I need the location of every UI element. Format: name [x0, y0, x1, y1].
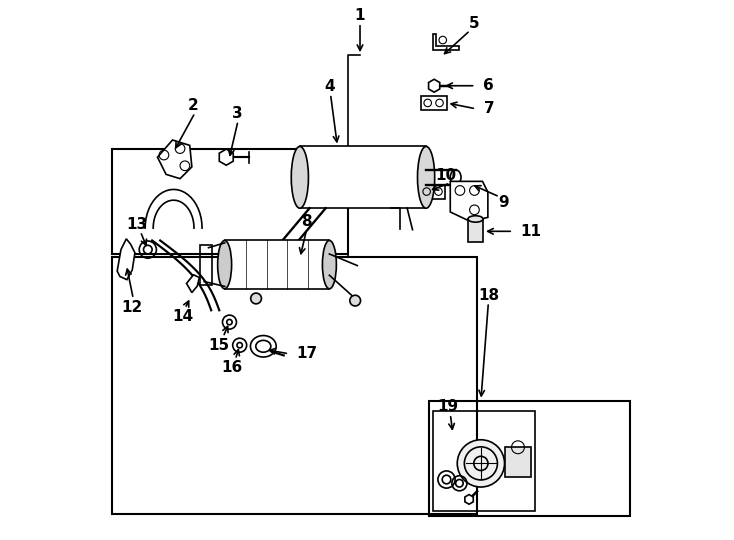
- Ellipse shape: [457, 440, 504, 487]
- Bar: [112, 149, 348, 254]
- Text: 1: 1: [355, 8, 366, 23]
- Polygon shape: [117, 239, 135, 280]
- Text: 7: 7: [484, 102, 494, 116]
- Polygon shape: [450, 181, 488, 221]
- Polygon shape: [429, 79, 440, 92]
- Bar: [432, 411, 534, 511]
- Polygon shape: [433, 33, 459, 50]
- Polygon shape: [225, 240, 330, 289]
- Bar: [468, 219, 483, 241]
- Text: 17: 17: [296, 346, 317, 361]
- Text: 13: 13: [126, 217, 148, 232]
- Ellipse shape: [418, 146, 435, 208]
- Bar: [421, 96, 446, 110]
- Text: 10: 10: [435, 168, 457, 184]
- Ellipse shape: [350, 295, 360, 306]
- Ellipse shape: [468, 216, 483, 222]
- Text: 18: 18: [478, 288, 499, 303]
- Polygon shape: [465, 495, 473, 504]
- Text: 12: 12: [122, 300, 143, 315]
- Ellipse shape: [322, 240, 336, 289]
- Text: 8: 8: [302, 214, 312, 228]
- Bar: [504, 447, 531, 477]
- Bar: [200, 245, 211, 285]
- Text: 14: 14: [172, 309, 194, 324]
- Text: 2: 2: [188, 98, 199, 113]
- Polygon shape: [186, 275, 200, 293]
- Text: 5: 5: [469, 16, 480, 31]
- Polygon shape: [300, 146, 426, 208]
- Text: 4: 4: [324, 79, 335, 94]
- Bar: [429, 401, 631, 516]
- Ellipse shape: [251, 293, 261, 304]
- Ellipse shape: [218, 240, 232, 289]
- Text: 19: 19: [437, 399, 458, 414]
- Text: 3: 3: [232, 106, 242, 121]
- Text: 15: 15: [208, 338, 230, 353]
- Text: 11: 11: [520, 224, 542, 239]
- Polygon shape: [219, 149, 233, 165]
- Bar: [420, 185, 446, 199]
- Polygon shape: [158, 140, 192, 179]
- Text: 6: 6: [483, 78, 494, 93]
- Ellipse shape: [291, 146, 308, 208]
- Bar: [112, 256, 477, 515]
- Text: 9: 9: [498, 195, 509, 211]
- Text: 16: 16: [221, 360, 242, 375]
